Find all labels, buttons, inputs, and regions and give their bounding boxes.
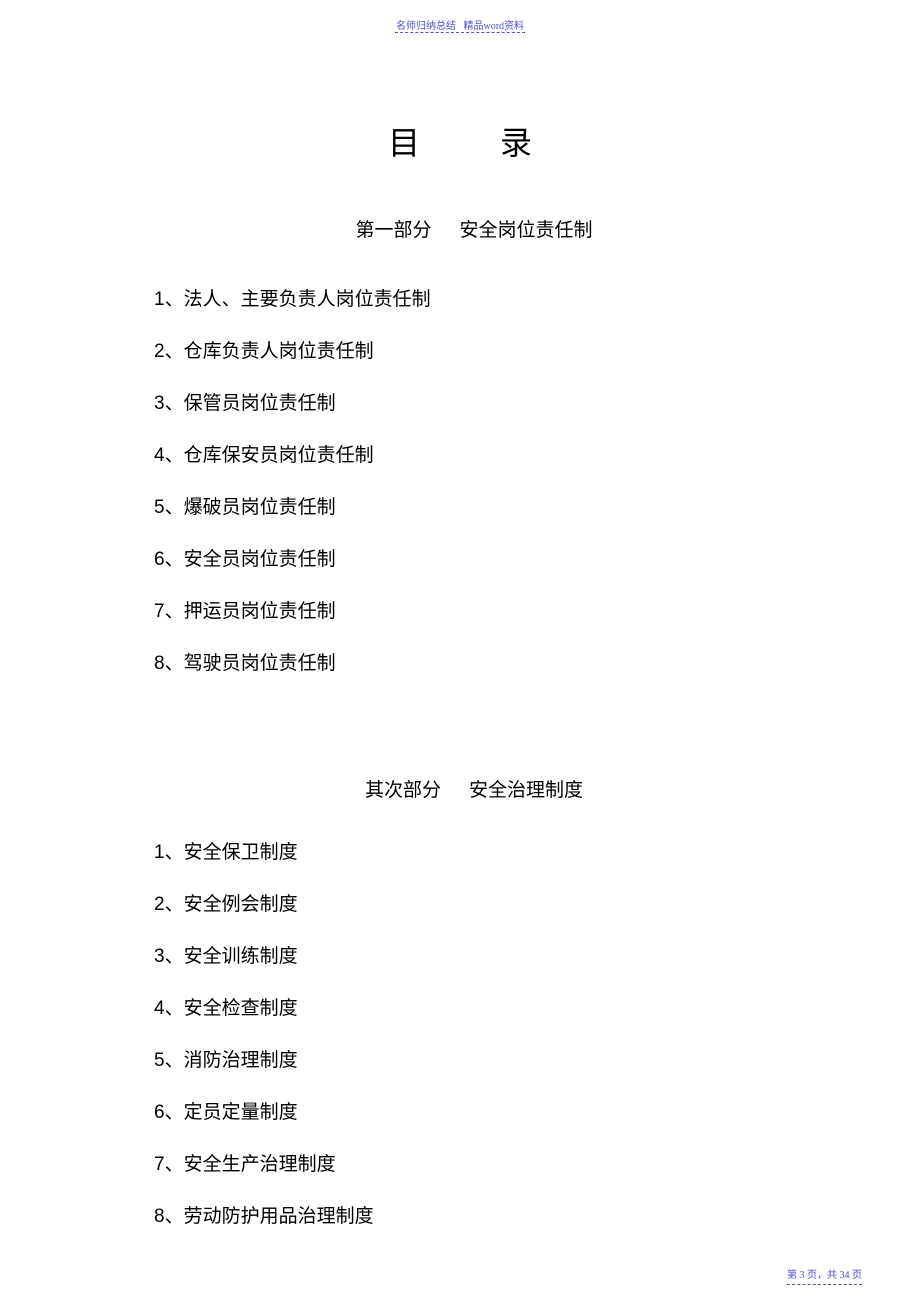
list-item: 4、仓库保安员岗位责任制 (154, 440, 794, 467)
item-sep: 、 (165, 445, 184, 466)
title-char-1: 目 (388, 125, 420, 161)
item-num: 4 (154, 445, 165, 466)
section-1: 第一部分安全岗位责任制 1、法人、主要负责人岗位责任制 2、仓库负责人岗位责任制… (154, 215, 794, 675)
item-sep: 、 (165, 842, 184, 863)
list-item: 6、安全员岗位责任制 (154, 544, 794, 571)
header-underline (395, 32, 525, 33)
item-text: 安全训练制度 (184, 946, 298, 967)
list-item: 1、安全保卫制度 (154, 837, 794, 864)
item-text: 保管员岗位责任制 (184, 393, 336, 414)
section-2-title-left: 其次部分 (365, 780, 441, 801)
item-num: 5 (154, 497, 165, 518)
header-text-left: 名师归纳总结 (396, 21, 456, 32)
item-text: 劳动防护用品治理制度 (184, 1206, 374, 1227)
section-2-title: 其次部分 安全治理制度 (154, 775, 794, 802)
item-num: 4 (154, 998, 165, 1019)
item-num: 8 (154, 653, 165, 674)
item-text: 消防治理制度 (184, 1050, 298, 1071)
footer-text: 第 3 页，共 34 页 (787, 1270, 862, 1281)
item-sep: 、 (165, 894, 184, 915)
section-1-title-left: 第一部分 (355, 220, 431, 241)
item-sep: 、 (165, 946, 184, 967)
item-num: 6 (154, 1102, 165, 1123)
header-text-right: 精品word资料 (463, 21, 524, 32)
list-item: 2、安全例会制度 (154, 889, 794, 916)
item-text: 安全员岗位责任制 (184, 549, 336, 570)
item-num: 1 (154, 842, 165, 863)
item-num: 7 (154, 601, 165, 622)
list-item: 3、安全训练制度 (154, 941, 794, 968)
section-1-list: 1、法人、主要负责人岗位责任制 2、仓库负责人岗位责任制 3、保管员岗位责任制 … (154, 284, 794, 675)
list-item: 7、安全生产治理制度 (154, 1149, 794, 1176)
item-text: 押运员岗位责任制 (184, 601, 336, 622)
section-2-title-right: 安全治理制度 (469, 780, 583, 801)
title-char-2: 录 (500, 125, 532, 161)
item-num: 3 (154, 393, 165, 414)
page-footer: 第 3 页，共 34 页 (787, 1266, 862, 1281)
item-sep: 、 (165, 998, 184, 1019)
item-sep: 、 (165, 601, 184, 622)
item-sep: 、 (165, 1102, 184, 1123)
list-item: 4、安全检查制度 (154, 993, 794, 1020)
item-num: 3 (154, 946, 165, 967)
item-text: 安全检查制度 (184, 998, 298, 1019)
main-title: 目录 (0, 118, 920, 164)
item-text: 仓库保安员岗位责任制 (184, 445, 374, 466)
item-num: 5 (154, 1050, 165, 1071)
item-sep: 、 (165, 653, 184, 674)
item-num: 7 (154, 1154, 165, 1175)
item-sep: 、 (165, 341, 184, 362)
list-item: 3、保管员岗位责任制 (154, 388, 794, 415)
page-header: 名师归纳总结 精品word资料 (0, 17, 920, 32)
item-sep: 、 (165, 1050, 184, 1071)
item-sep: 、 (165, 549, 184, 570)
item-text: 爆破员岗位责任制 (184, 497, 336, 518)
list-item: 5、爆破员岗位责任制 (154, 492, 794, 519)
item-text: 驾驶员岗位责任制 (184, 653, 336, 674)
item-num: 6 (154, 549, 165, 570)
item-text: 安全生产治理制度 (184, 1154, 336, 1175)
list-item: 8、驾驶员岗位责任制 (154, 648, 794, 675)
content-area: 第一部分安全岗位责任制 1、法人、主要负责人岗位责任制 2、仓库负责人岗位责任制… (154, 215, 794, 1253)
item-text: 仓库负责人岗位责任制 (184, 341, 374, 362)
section-1-title-right: 安全岗位责任制 (460, 220, 593, 241)
item-text: 定员定量制度 (184, 1102, 298, 1123)
footer-underline (787, 1284, 862, 1285)
item-sep: 、 (165, 1154, 184, 1175)
item-num: 2 (154, 894, 165, 915)
list-item: 5、消防治理制度 (154, 1045, 794, 1072)
section-2-list: 1、安全保卫制度 2、安全例会制度 3、安全训练制度 4、安全检查制度 5、消防… (154, 837, 794, 1228)
list-item: 7、押运员岗位责任制 (154, 596, 794, 623)
item-num: 8 (154, 1206, 165, 1227)
section-2: 其次部分安全治理制度 1、安全保卫制度 2、安全例会制度 3、安全训练制度 4、… (154, 775, 794, 1228)
list-item: 8、劳动防护用品治理制度 (154, 1201, 794, 1228)
item-sep: 、 (165, 289, 184, 310)
item-sep: 、 (165, 497, 184, 518)
item-sep: 、 (165, 393, 184, 414)
item-sep: 、 (165, 1206, 184, 1227)
item-text: 法人、主要负责人岗位责任制 (184, 289, 431, 310)
list-item: 2、仓库负责人岗位责任制 (154, 336, 794, 363)
list-item: 1、法人、主要负责人岗位责任制 (154, 284, 794, 311)
item-text: 安全例会制度 (184, 894, 298, 915)
item-text: 安全保卫制度 (184, 842, 298, 863)
section-1-title: 第一部分 安全岗位责任制 (154, 215, 794, 242)
list-item: 6、定员定量制度 (154, 1097, 794, 1124)
item-num: 1 (154, 289, 165, 310)
item-num: 2 (154, 341, 165, 362)
